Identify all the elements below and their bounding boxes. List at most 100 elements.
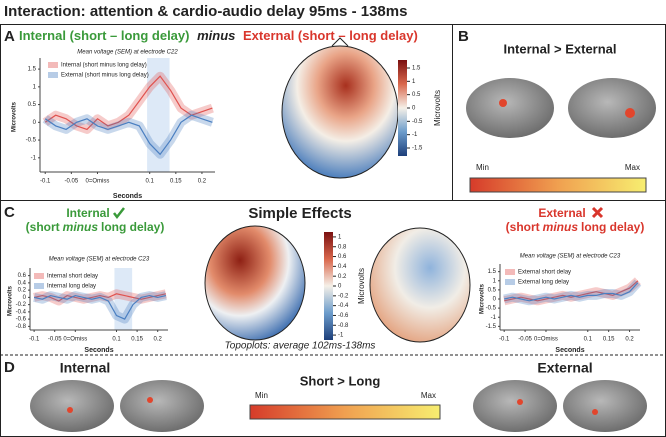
- panel-heading: Internal > External: [503, 41, 616, 56]
- panel-heading: Simple Effects: [248, 205, 351, 222]
- colorbar-label: -0.5: [412, 119, 423, 125]
- colorbar: [249, 404, 441, 420]
- series-line: [44, 75, 213, 131]
- sub-part: minus: [543, 220, 579, 234]
- brain: [568, 78, 656, 138]
- heading-part: minus: [197, 28, 235, 43]
- legend-swatch: [48, 72, 58, 78]
- figure-title: Interaction: attention & cardio-audio de…: [4, 3, 407, 20]
- legend-label: Internal long delay: [47, 284, 96, 290]
- series-line: [504, 282, 639, 302]
- y-tick-label: -0.4: [16, 309, 27, 315]
- x-tick-label: 0.2: [154, 337, 163, 343]
- y-tick-label: -1: [31, 155, 37, 161]
- activation: [67, 407, 73, 413]
- y-tick-label: -0.6: [16, 317, 27, 323]
- topoplot-nose: [331, 37, 349, 47]
- activation: [499, 99, 507, 107]
- x-axis-label: Seconds: [555, 347, 584, 354]
- sub-part: (short: [26, 220, 60, 234]
- sub-part: long delay): [101, 220, 164, 234]
- sub-part: long delay): [581, 220, 644, 234]
- legend-swatch: [34, 283, 44, 289]
- colorbar-label: 0.2: [338, 274, 347, 280]
- colorbar-label: 1.5: [412, 66, 421, 72]
- y-tick-label: -1.5: [486, 324, 497, 330]
- y-axis-label: Microvolts: [8, 285, 14, 316]
- internal-label: Internal: [66, 206, 109, 220]
- y-tick-label: 1.5: [488, 269, 497, 275]
- colorbar-title: Microvolts: [433, 90, 442, 126]
- colorbar-label: 0.4: [338, 264, 347, 270]
- check-icon: [113, 207, 125, 220]
- x-tick-label: -0.1: [499, 337, 510, 343]
- y-tick-label: -0.2: [16, 302, 27, 308]
- colorbar-label: 1: [412, 79, 416, 85]
- colorbar-label: -1: [412, 132, 418, 138]
- colorbar: [398, 60, 407, 156]
- cross-icon: [591, 206, 604, 219]
- condition-sub: (short minus long delay): [26, 220, 165, 234]
- y-tick-label: 0: [493, 297, 497, 303]
- y-tick-label: -0.8: [16, 324, 27, 330]
- scale-min: Min: [255, 391, 268, 400]
- condition-sub: (short minus long delay): [506, 220, 645, 234]
- colorbar-label: -0.8: [338, 323, 349, 329]
- y-tick-label: 1: [493, 278, 497, 284]
- x-tick-label: 0=Omiss: [86, 179, 110, 185]
- colorbar-label: -0.6: [338, 313, 349, 319]
- legend-label: Internal short delay: [47, 274, 98, 280]
- legend-label: External (short minus long delay): [61, 73, 149, 79]
- panel-letter: D: [4, 359, 15, 376]
- x-tick-label: 0.1: [112, 337, 121, 343]
- external-label: External: [538, 206, 585, 220]
- x-tick-label: -0.1: [29, 337, 40, 343]
- colorbar-label: 0: [338, 284, 342, 290]
- y-tick-label: -1: [491, 315, 497, 321]
- colorbar-label: 0.6: [338, 254, 347, 260]
- y-tick-label: 1: [33, 84, 37, 90]
- x-tick-label: 0.1: [146, 179, 155, 185]
- chart-title: Mean voltage (SEM) at electrode C23: [49, 257, 150, 263]
- brain: [473, 380, 557, 432]
- y-tick-label: 0.6: [18, 273, 27, 279]
- colorbar-label: 1: [338, 234, 342, 240]
- sub-part: minus: [63, 220, 99, 234]
- legend-label: External short delay: [518, 270, 571, 276]
- activation: [592, 409, 598, 415]
- series-line: [44, 114, 213, 156]
- panel-heading: Short > Long: [300, 373, 381, 388]
- y-tick-label: 1.5: [28, 67, 37, 73]
- x-tick-label: -0.1: [40, 179, 51, 185]
- legend-label: External long delay: [518, 280, 569, 286]
- colorbar-label: -1.5: [412, 146, 423, 152]
- x-tick-label: -0.05: [518, 337, 532, 343]
- activation: [625, 108, 635, 118]
- chart-title: Mean voltage (SEM) at electrode C22: [77, 50, 178, 56]
- legend-swatch: [505, 269, 515, 275]
- y-tick-label: 0.2: [18, 288, 27, 294]
- y-axis-label: Microvolts: [480, 283, 486, 314]
- activation: [147, 397, 153, 403]
- activation: [517, 399, 523, 405]
- colorbar-label: 0.5: [412, 92, 421, 98]
- x-tick-label: 0.15: [603, 337, 615, 343]
- colorbar-label: 0.8: [338, 244, 347, 250]
- x-tick-label: 0.15: [170, 179, 182, 185]
- y-tick-label: 0.4: [18, 280, 27, 286]
- y-tick-label: 0.5: [488, 287, 497, 293]
- topoplot-note: Topoplots: average 102ms-138ms: [225, 341, 376, 352]
- legend-swatch: [505, 279, 515, 285]
- x-axis-label: Seconds: [84, 347, 113, 354]
- condition-label: External: [537, 360, 592, 376]
- colorbar-label: -1: [338, 333, 344, 339]
- colorbar-label: 0: [412, 106, 416, 112]
- legend-swatch: [48, 62, 58, 68]
- y-tick-label: 0: [33, 120, 37, 126]
- x-tick-label: 0.2: [625, 337, 634, 343]
- x-tick-label: 0.15: [131, 337, 143, 343]
- heading-part: External (short – long delay): [243, 28, 418, 43]
- colorbar-title: Microvolts: [357, 268, 366, 304]
